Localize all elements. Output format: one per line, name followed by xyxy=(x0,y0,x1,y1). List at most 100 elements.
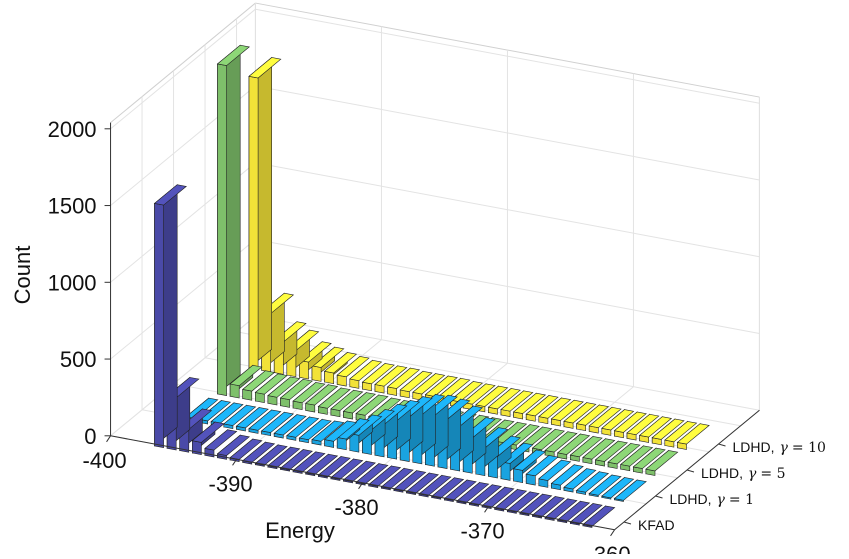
bar-0-15 xyxy=(342,460,376,484)
bar-0-12 xyxy=(305,453,339,477)
depth-tick-1 xyxy=(655,495,663,499)
bar-top xyxy=(273,414,307,436)
bar-top xyxy=(582,438,616,460)
bar-1-11 xyxy=(323,420,358,448)
bar-top xyxy=(588,406,622,429)
bar-top xyxy=(626,413,660,436)
bar-top xyxy=(557,500,591,522)
bar-top xyxy=(248,409,282,431)
bar-0-17 xyxy=(368,465,402,488)
bar-1-33 xyxy=(601,476,635,500)
box-edge-2 xyxy=(255,2,760,98)
bar-top xyxy=(512,449,547,471)
x-tick-label-3: -370 xyxy=(461,518,505,543)
bar-3-8 xyxy=(349,359,383,389)
bar-3-7 xyxy=(336,355,370,387)
bar-top xyxy=(494,421,528,444)
bar-2-9 xyxy=(330,389,364,418)
bar-0-19 xyxy=(393,469,427,493)
bar-1-27 xyxy=(525,454,559,486)
bar-3-23 xyxy=(538,397,572,425)
bar-3-9 xyxy=(361,362,395,392)
bar-3-28 xyxy=(601,408,635,436)
bar-0-21 xyxy=(418,474,452,498)
y-tick-label-4: 2000 xyxy=(48,117,97,142)
bar-1-26 xyxy=(512,449,547,484)
bar-top xyxy=(563,402,597,424)
bar-top xyxy=(286,416,320,438)
bar-0-22 xyxy=(431,477,465,500)
bar-2-7 xyxy=(305,384,339,413)
bar-top xyxy=(557,433,591,455)
bar-top xyxy=(449,381,484,403)
bar-top xyxy=(676,423,710,445)
bar-3-25 xyxy=(563,401,597,429)
bar-top xyxy=(525,455,559,477)
bar-top xyxy=(601,409,635,431)
bar-top xyxy=(267,446,301,468)
bar-top xyxy=(531,428,565,451)
bar-2-0 xyxy=(216,44,250,396)
bar-top xyxy=(645,450,679,472)
x-tick-1 xyxy=(232,459,237,466)
series-label-2: LDHD, γ = 5 xyxy=(701,465,785,482)
bar-0-9 xyxy=(267,446,301,470)
series-label-text: LDHD, xyxy=(701,465,743,481)
bar-2-29 xyxy=(582,438,616,465)
depth-tick-2 xyxy=(686,469,695,473)
series-0 xyxy=(153,184,616,528)
bar-top xyxy=(336,356,370,378)
bar-top xyxy=(292,451,326,473)
series-gamma-symbol: γ xyxy=(748,466,757,482)
bar-top xyxy=(368,465,402,487)
bar-1-32 xyxy=(588,474,622,498)
bar-1-3 xyxy=(223,404,257,430)
bar-top xyxy=(361,363,395,385)
box-edge-1 xyxy=(110,2,256,124)
bar-0-26 xyxy=(481,486,515,510)
bar-3-21 xyxy=(512,392,547,420)
y-tick-label-1: 500 xyxy=(60,347,97,372)
bar-0-34 xyxy=(582,505,616,528)
bar-front xyxy=(324,370,335,385)
bar-front xyxy=(229,383,240,399)
bar-front xyxy=(248,75,259,370)
bar-0-23 xyxy=(443,479,477,503)
bar-1-9 xyxy=(298,418,332,444)
bar-3-24 xyxy=(550,399,584,427)
y-tick-label-0: 0 xyxy=(84,424,96,449)
bar-3-26 xyxy=(575,404,610,432)
bar-top xyxy=(575,471,610,493)
bar-0-24 xyxy=(456,481,490,505)
bar-top xyxy=(374,365,408,387)
bar-top xyxy=(330,458,364,480)
bar-top xyxy=(330,389,364,411)
bar-top xyxy=(305,384,339,406)
bar-top xyxy=(317,387,351,409)
bar-top xyxy=(506,491,540,513)
bar-2-6 xyxy=(292,381,326,411)
bar-top xyxy=(216,434,250,456)
bar-top xyxy=(607,443,641,465)
bar-front xyxy=(154,203,164,448)
bar-3-10 xyxy=(374,365,408,394)
series-gamma-value: = 1 xyxy=(729,492,754,508)
series-gamma-symbol: γ xyxy=(780,440,789,456)
bar-3-22 xyxy=(525,394,559,422)
series-label-text: LDHD, xyxy=(733,439,775,455)
bar-top xyxy=(582,505,616,527)
bar-1-5 xyxy=(248,409,282,434)
bar-0-30 xyxy=(531,495,565,519)
bar-top xyxy=(538,397,572,419)
bar-top xyxy=(563,468,597,490)
bar-top xyxy=(204,429,238,451)
bar-top xyxy=(569,503,603,525)
bars xyxy=(153,44,710,528)
bar-0-28 xyxy=(506,491,540,514)
bar-top xyxy=(569,436,603,458)
bar-top xyxy=(664,421,698,443)
bar-1-12 xyxy=(336,417,370,451)
bar-top xyxy=(399,370,433,393)
x-tick-4 xyxy=(610,529,615,537)
axes-ticks: 0 500 1000 1500 2000 -400 -390 -380 -370 -360 KFAD… xyxy=(48,117,826,559)
